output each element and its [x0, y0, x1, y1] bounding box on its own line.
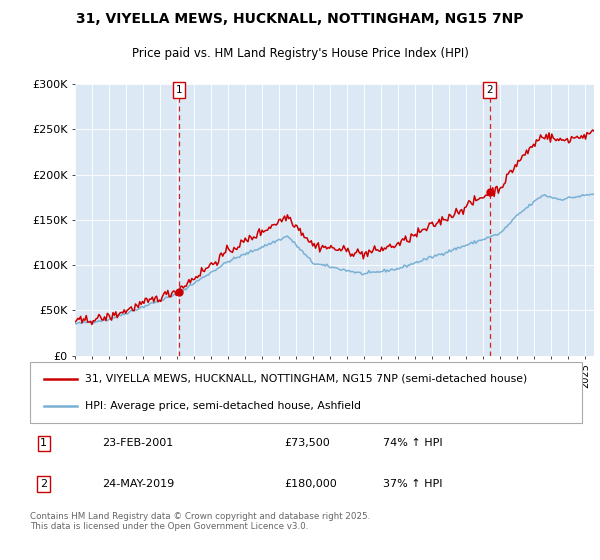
Text: 1: 1: [176, 85, 182, 95]
Text: 74% ↑ HPI: 74% ↑ HPI: [383, 438, 443, 449]
Text: 1: 1: [40, 438, 47, 449]
Text: Price paid vs. HM Land Registry's House Price Index (HPI): Price paid vs. HM Land Registry's House …: [131, 47, 469, 60]
Text: 31, VIYELLA MEWS, HUCKNALL, NOTTINGHAM, NG15 7NP: 31, VIYELLA MEWS, HUCKNALL, NOTTINGHAM, …: [76, 12, 524, 26]
Text: £180,000: £180,000: [284, 479, 337, 489]
Text: £73,500: £73,500: [284, 438, 329, 449]
Text: Contains HM Land Registry data © Crown copyright and database right 2025.
This d: Contains HM Land Registry data © Crown c…: [30, 512, 370, 531]
Text: HPI: Average price, semi-detached house, Ashfield: HPI: Average price, semi-detached house,…: [85, 402, 361, 412]
Text: 31, VIYELLA MEWS, HUCKNALL, NOTTINGHAM, NG15 7NP (semi-detached house): 31, VIYELLA MEWS, HUCKNALL, NOTTINGHAM, …: [85, 374, 527, 384]
Text: 23-FEB-2001: 23-FEB-2001: [102, 438, 173, 449]
Text: 24-MAY-2019: 24-MAY-2019: [102, 479, 174, 489]
Text: 2: 2: [40, 479, 47, 489]
Text: 37% ↑ HPI: 37% ↑ HPI: [383, 479, 443, 489]
Text: 2: 2: [487, 85, 493, 95]
